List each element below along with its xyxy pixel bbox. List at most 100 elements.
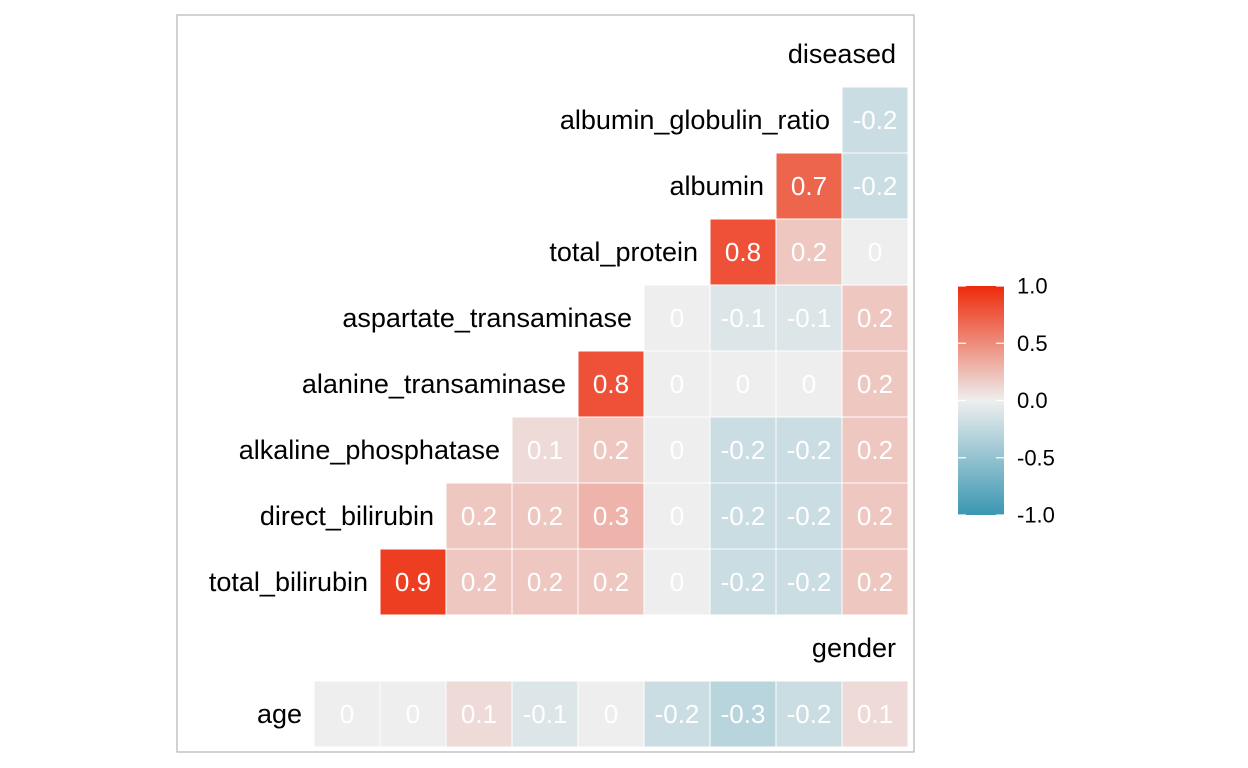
heatmap-cells: -0.2 0.7 -0.2 0.8 0.2 0 0 -0.1 -0.1 0.2 0.8 0 0 0 0.2 0…: [313, 86, 909, 748]
cell-value-label: -0.2: [655, 699, 700, 729]
row-label: gender: [812, 633, 896, 663]
cell-value-label: 0.2: [857, 369, 893, 399]
cell-value-label: -0.2: [721, 501, 766, 531]
cell-value-label: -0.1: [787, 303, 832, 333]
cell-value-label: 0.2: [857, 435, 893, 465]
cell-value-label: 0: [670, 303, 684, 333]
heatmap-cell: [709, 284, 777, 352]
heatmap-cell: [841, 548, 909, 616]
heatmap-cell: [709, 218, 777, 286]
cell-value-label: -0.2: [721, 567, 766, 597]
heatmap-cell: [643, 482, 711, 550]
cell-value-label: 0: [736, 369, 750, 399]
cell-value-label: 0: [604, 699, 618, 729]
heatmap-cell: [841, 416, 909, 484]
heatmap-cell: [577, 680, 645, 748]
heatmap-cell: [577, 350, 645, 418]
heatmap-cell: [577, 482, 645, 550]
heatmap-cell: [775, 218, 843, 286]
row-label: direct_bilirubin: [260, 501, 434, 531]
row-label: albumin_globulin_ratio: [560, 105, 830, 135]
cell-value-label: 0: [802, 369, 816, 399]
row-label: albumin: [669, 171, 764, 201]
cell-value-label: 0: [670, 567, 684, 597]
cell-value-label: 0.2: [527, 501, 563, 531]
cell-value-label: 0.2: [857, 501, 893, 531]
legend-tick-label: -1.0: [1017, 503, 1055, 528]
cell-value-label: 0: [406, 699, 420, 729]
heatmap-cell: [577, 548, 645, 616]
heatmap-cell: [775, 416, 843, 484]
color-legend: 1.0 0.5 0.0 -0.5 -1.0: [958, 274, 1055, 528]
cell-value-label: -0.2: [787, 699, 832, 729]
cell-value-label: 0: [670, 435, 684, 465]
cell-value-label: -0.3: [721, 699, 766, 729]
heatmap-cell: [709, 482, 777, 550]
heatmap-cell: [841, 680, 909, 748]
cell-value-label: 0.1: [461, 699, 497, 729]
legend-tick-label: 1.0: [1017, 274, 1048, 299]
heatmap-cell: [775, 548, 843, 616]
cell-value-label: 0.2: [461, 501, 497, 531]
cell-value-label: 0.8: [725, 237, 761, 267]
heatmap-cell: [643, 548, 711, 616]
cell-value-label: -0.2: [787, 567, 832, 597]
cell-value-label: 0.3: [593, 501, 629, 531]
panel-border: [176, 14, 915, 753]
row-label: alkaline_phosphatase: [239, 435, 500, 465]
heatmap-cell: [511, 482, 579, 550]
cell-value-label: 0.2: [791, 237, 827, 267]
heatmap-cell: [841, 482, 909, 550]
heatmap-cell: [709, 680, 777, 748]
heatmap-cell: [709, 416, 777, 484]
heatmap-cell: [841, 218, 909, 286]
cell-value-label: -0.2: [721, 435, 766, 465]
heatmap-cell: [775, 482, 843, 550]
heatmap-cell: [445, 680, 513, 748]
heatmap-cell: [709, 548, 777, 616]
cell-value-label: 0.2: [857, 303, 893, 333]
heatmap-cell: [775, 152, 843, 220]
row-label: alanine_transaminase: [302, 369, 566, 399]
heatmap-cell: [577, 416, 645, 484]
heatmap-cell: [709, 350, 777, 418]
cell-value-label: 0: [670, 501, 684, 531]
legend-tick-label: -0.5: [1017, 445, 1055, 470]
cell-value-label: 0: [670, 369, 684, 399]
cell-value-label: 0.9: [395, 567, 431, 597]
heatmap-cell: [511, 416, 579, 484]
cell-value-label: 0.1: [527, 435, 563, 465]
heatmap-cell: [379, 680, 447, 748]
row-label: diseased: [788, 39, 896, 69]
cell-value-label: 0.2: [593, 567, 629, 597]
row-label: age: [257, 699, 302, 729]
row-label: total_bilirubin: [209, 567, 368, 597]
cell-value-label: 0: [340, 699, 354, 729]
row-label: aspartate_transaminase: [342, 303, 632, 333]
heatmap-cell: [445, 548, 513, 616]
cell-value-label: 0: [868, 237, 882, 267]
cell-value-label: 0.2: [461, 567, 497, 597]
heatmap-cell: [313, 680, 381, 748]
legend-tick-label: 0.0: [1017, 388, 1048, 413]
row-label: total_protein: [549, 237, 698, 267]
cell-value-label: -0.2: [787, 435, 832, 465]
heatmap-cell: [841, 284, 909, 352]
cell-value-label: -0.2: [853, 105, 898, 135]
heatmap-cell: [775, 284, 843, 352]
cell-value-label: 0.2: [527, 567, 563, 597]
heatmap-cell: [841, 350, 909, 418]
heatmap-cell: [511, 548, 579, 616]
cell-value-label: 0.7: [791, 171, 827, 201]
cell-value-label: -0.2: [853, 171, 898, 201]
heatmap-cell: [379, 548, 447, 616]
cell-value-label: 0.2: [857, 567, 893, 597]
cell-value-label: -0.1: [523, 699, 568, 729]
legend-tick-label: 0.5: [1017, 331, 1048, 356]
cell-value-label: 0.2: [593, 435, 629, 465]
cell-value-label: 0.1: [857, 699, 893, 729]
cell-value-label: -0.2: [787, 501, 832, 531]
heatmap-cell: [643, 680, 711, 748]
